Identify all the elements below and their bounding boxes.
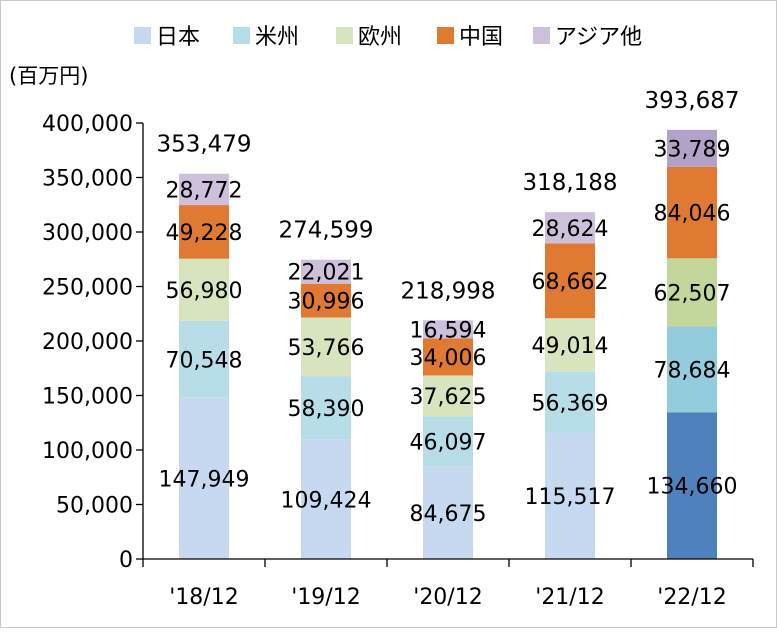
- legend: 日本 米州 欧州 中国 アジア他: [134, 25, 642, 50]
- data-label: 109,424: [281, 488, 372, 513]
- data-label: 37,625: [410, 385, 487, 410]
- bar-segment: [179, 205, 229, 259]
- y-tick-label: 400,000: [42, 112, 133, 137]
- bar-segment: [301, 376, 351, 440]
- y-tick-label: 50,000: [56, 494, 133, 519]
- y-tick-label: 350,000: [42, 167, 133, 192]
- legend-swatch: [134, 27, 151, 44]
- data-label: 46,097: [410, 431, 487, 456]
- x-tick-label: '21/12: [535, 585, 604, 610]
- bar-segment: [423, 338, 473, 376]
- bar-stack: 147,949 70,548 56,980 49,228 28,772 353,479: [156, 132, 252, 559]
- bar-segment: [667, 129, 717, 167]
- bar-segment: [667, 258, 717, 327]
- legend-label: 欧州: [358, 25, 402, 50]
- legend-swatch: [437, 27, 454, 44]
- y-tick-label: 0: [119, 548, 133, 573]
- data-label: 58,390: [288, 397, 365, 422]
- bar-segment: [545, 318, 595, 372]
- bar-segment: [545, 371, 595, 434]
- data-label: 49,014: [532, 334, 609, 359]
- total-label: 353,479: [156, 132, 251, 158]
- bar-segment: [667, 166, 717, 259]
- legend-label: 米州: [255, 25, 299, 50]
- data-label: 78,684: [654, 358, 731, 383]
- data-label: 115,517: [525, 485, 616, 510]
- bar-segment: [301, 317, 351, 377]
- data-label: 28,772: [166, 178, 243, 203]
- total-label: 393,687: [644, 88, 739, 114]
- data-label: 70,548: [166, 348, 243, 373]
- data-label: 22,021: [288, 261, 365, 286]
- data-label: 68,662: [532, 270, 609, 295]
- legend-swatch: [233, 27, 250, 44]
- y-tick-label: 150,000: [42, 385, 133, 410]
- y-tick-label: 250,000: [42, 276, 133, 301]
- data-label: 16,594: [410, 318, 487, 343]
- bar-segment: [423, 466, 473, 559]
- data-label: 84,675: [410, 502, 487, 527]
- y-axis-unit-label: (百万円): [9, 64, 88, 88]
- legend-item: 日本: [134, 25, 200, 50]
- data-label: 30,996: [288, 290, 365, 315]
- bar-segment: [301, 283, 351, 318]
- legend-label: アジア他: [555, 25, 642, 50]
- legend-label: 日本: [156, 25, 200, 50]
- x-tick-label: '18/12: [169, 585, 238, 610]
- total-label: 274,599: [278, 218, 373, 244]
- x-tick-label: '22/12: [657, 585, 726, 610]
- y-tick-label: 300,000: [42, 221, 133, 246]
- total-label: 218,998: [400, 278, 495, 304]
- data-label: 28,624: [532, 217, 609, 242]
- y-tick-label: 100,000: [42, 439, 133, 464]
- bar-stack: 84,675 46,097 37,625 34,006 16,594 218,998: [400, 278, 496, 559]
- data-label: 56,980: [166, 279, 243, 304]
- data-label: 53,766: [288, 336, 365, 361]
- bar-segment: [545, 212, 595, 244]
- x-tick-label: '20/12: [413, 585, 482, 610]
- bar-segment: [423, 416, 473, 467]
- x-axis: '18/12 '19/12 '20/12 '21/12 '22/12: [142, 558, 754, 610]
- bar-stack: 109,424 58,390 53,766 30,996 22,021 274,599: [278, 218, 374, 559]
- bar-segment: [179, 173, 229, 206]
- data-label: 134,660: [647, 475, 738, 500]
- bars: 147,949 70,548 56,980 49,228 28,772 353,479 10…: [156, 88, 740, 559]
- total-label: 318,188: [522, 170, 617, 196]
- y-tick-label: 200,000: [42, 330, 133, 355]
- data-label: 62,507: [654, 281, 731, 306]
- legend-item: アジア他: [533, 25, 642, 50]
- bar-stack: 134,660 78,684 62,507 84,046 33,789 393,687: [644, 88, 740, 559]
- bar-segment: [545, 243, 595, 319]
- bar-segment: [179, 320, 229, 398]
- bar-segment: [423, 375, 473, 417]
- bar-segment: [301, 259, 351, 284]
- x-tick-label: '19/12: [291, 585, 360, 610]
- data-label: 84,046: [654, 202, 731, 227]
- bar-segment: [301, 439, 351, 559]
- legend-swatch: [336, 27, 353, 44]
- bar-segment: [179, 258, 229, 321]
- bar-segment: [423, 320, 473, 339]
- data-label: 56,369: [532, 391, 609, 416]
- legend-item: 米州: [233, 25, 299, 50]
- bar-segment: [667, 326, 717, 413]
- data-label: 147,949: [159, 467, 250, 492]
- data-label: 49,228: [166, 221, 243, 246]
- data-label: 33,789: [654, 137, 731, 162]
- bar-stack: 115,517 56,369 49,014 68,662 28,624 318,188: [522, 170, 618, 559]
- legend-swatch: [533, 27, 550, 44]
- legend-item: 中国: [437, 25, 503, 50]
- legend-item: 欧州: [336, 25, 402, 50]
- bar-segment: [179, 397, 229, 559]
- bar-segment: [667, 412, 717, 559]
- y-axis: 0 50,000 100,000 150,000 200,000 250,000 300,0…: [42, 112, 144, 573]
- bar-segment: [545, 433, 595, 559]
- legend-label: 中国: [459, 25, 503, 50]
- data-label: 34,006: [410, 346, 487, 371]
